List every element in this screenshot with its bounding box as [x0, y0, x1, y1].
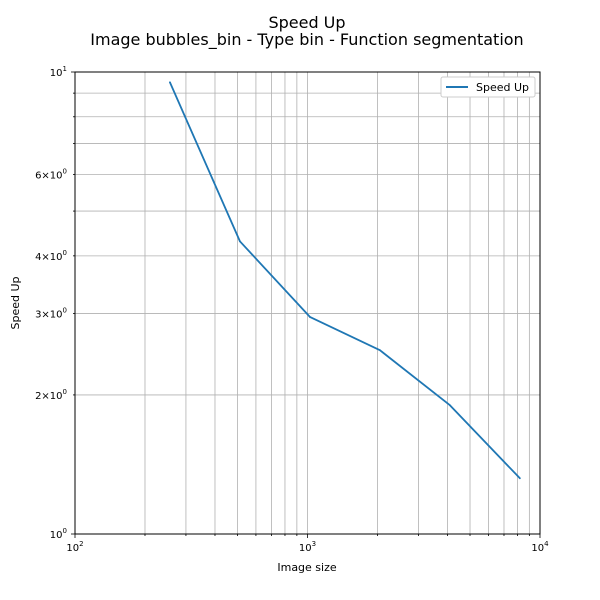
legend-label-speed-up: Speed Up: [476, 81, 529, 94]
data-point: [239, 240, 241, 243]
series-layer: [169, 81, 521, 480]
data-point: [378, 349, 381, 352]
grid-lines: [75, 72, 540, 534]
x-axis-label: Image size: [277, 561, 337, 574]
x-tick-label: 102: [66, 540, 83, 554]
data-point: [308, 316, 311, 318]
y-tick-label: 101: [50, 65, 67, 79]
axis-ticks: 102 103 104 100 2×100 3×100 4×100 6×100 101: [35, 65, 549, 554]
legend-box: [440, 76, 536, 98]
data-point: [169, 81, 171, 84]
data-point: [448, 404, 451, 407]
series-line-0: [169, 81, 521, 479]
y-tick-label: 100: [50, 527, 67, 541]
y-tick-label: 4×100: [35, 249, 67, 263]
chart-title: Speed Up: [268, 13, 345, 32]
y-tick-label: 6×100: [35, 167, 67, 181]
x-tick-label: 104: [531, 540, 549, 554]
legend: Speed Up: [440, 76, 536, 98]
x-tick-label: 103: [299, 540, 316, 554]
y-axis-label: Speed Up: [9, 276, 22, 329]
data-point: [518, 477, 521, 480]
y-tick-label: 2×100: [35, 388, 67, 402]
y-tick-label: 3×100: [35, 307, 67, 321]
chart-subtitle: Image bubbles_bin - Type bin - Function …: [90, 30, 523, 50]
